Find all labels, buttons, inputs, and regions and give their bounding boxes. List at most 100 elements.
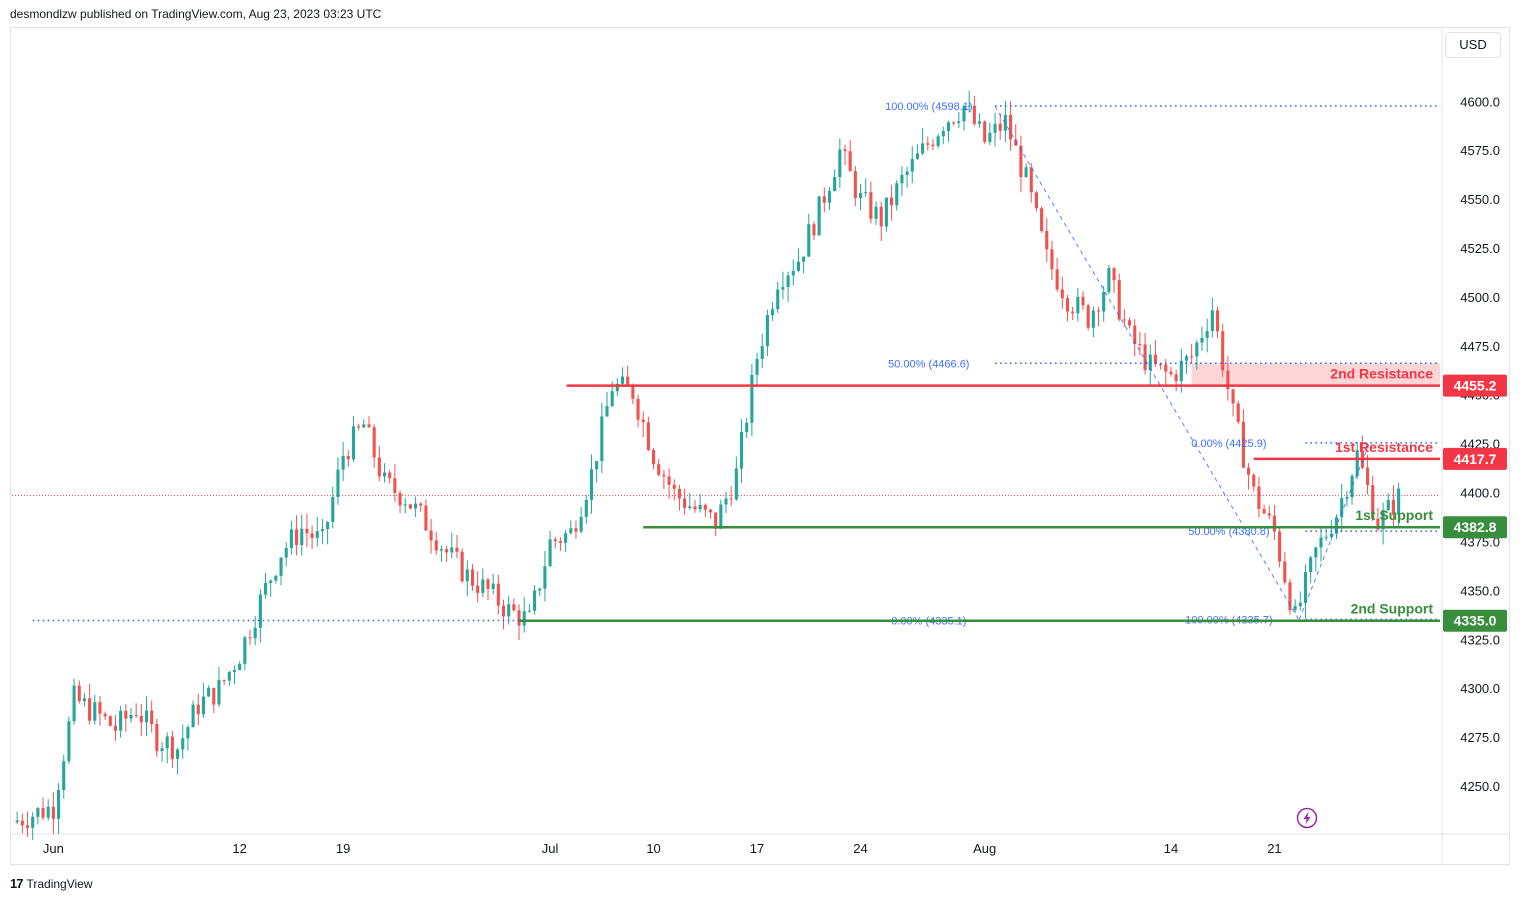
tradingview-logo-icon: 17 [10,876,24,891]
candle-body [910,159,914,172]
candle-body [641,419,645,423]
candle-body [1009,114,1013,140]
candle-body [108,716,112,726]
candle-body [232,670,237,672]
candle-body [1050,249,1054,270]
candle-body [719,504,723,529]
candle-body [1112,268,1116,281]
candle-body [1397,488,1401,515]
currency-selector[interactable]: USD [1445,32,1501,58]
candle-body [890,197,894,206]
candle-body [1278,531,1282,562]
candle-body [895,183,899,206]
x-tick-label: 17 [750,841,764,856]
candle-body [626,376,630,386]
candle-body [1086,305,1090,328]
fib-level-label: 50.00% (4380.8) [1188,526,1269,538]
y-tick-label: 4250.0 [1460,779,1500,794]
candle-body [900,174,904,184]
candle-body [82,698,86,702]
candle-body [672,484,676,489]
candle-body [631,385,635,399]
price-tag-label: 4335.0 [1454,613,1497,629]
candle-body [393,478,397,493]
candle-body [124,710,128,719]
candle-body [1231,389,1235,404]
candle-body [724,498,728,505]
candle-body [786,275,790,288]
candle-body [698,504,702,510]
candle-body [517,610,521,626]
publisher-line: desmondlzw published on TradingView.com,… [10,7,382,21]
candle-body [331,496,335,523]
level-label: 2nd Support [1351,601,1434,617]
candle-body [501,605,506,617]
candle-body [248,637,252,639]
candle-body [667,476,671,485]
candle-body [414,503,418,509]
candle-body [703,504,707,510]
candle-body [615,383,619,392]
candle-body [1226,370,1230,390]
candle-body [1272,515,1276,532]
candle-body [817,196,821,236]
candle-body [848,151,852,172]
candle-body [1350,475,1354,498]
candle-body [620,376,625,384]
candle-body [439,549,443,551]
candle-body [212,687,216,705]
candle-body [998,123,1002,131]
candle-body [186,727,190,739]
x-tick-label: 10 [646,841,660,856]
candle-body [398,492,402,506]
candle-body [1345,497,1349,499]
candle-body [1324,536,1328,538]
candle-body [196,704,200,715]
candle-body [144,710,149,723]
candle-body [802,256,806,262]
candle-body [434,540,438,551]
candle-body [584,499,588,517]
candle-body [470,569,475,586]
candle-body [729,498,733,500]
candle-body [72,685,76,722]
lightning-icon[interactable] [1296,807,1318,829]
candle-body [791,270,795,276]
candle-body [1014,139,1018,146]
candle-body [139,715,143,723]
candles-group [15,90,1401,841]
candle-body [129,714,133,719]
candle-body [1340,498,1344,518]
footer-brand-text: TradingView [26,876,93,891]
candle-body [657,464,661,475]
candle-body [279,557,283,576]
candle-body [1366,467,1370,486]
candle-body [708,509,713,513]
candle-body [522,611,526,626]
candle-body [543,566,547,589]
footer-brand[interactable]: 17 TradingView [10,876,93,891]
candle-body [15,820,19,823]
chart-frame[interactable] [10,27,1510,865]
candle-body [1045,231,1049,250]
candle-body [750,374,754,423]
candle-body [496,583,500,606]
candle-body [1376,518,1380,530]
fib-level-label: 100.00% (4598.1) [885,101,972,113]
candle-body [662,474,666,477]
x-tick-label: Jul [542,841,559,856]
candle-body [1288,582,1292,611]
candle-body [1029,167,1033,193]
candle-body [579,516,583,532]
candle-body [160,748,164,752]
candle-body [67,721,71,762]
candle-body [170,736,174,759]
candle-body [424,505,428,531]
y-tick-label: 4500.0 [1460,290,1500,305]
level-label: 1st Resistance [1335,439,1433,455]
candle-body [972,105,976,124]
candle-body [1283,561,1287,583]
candle-body [62,761,66,791]
candle-body [636,398,640,420]
